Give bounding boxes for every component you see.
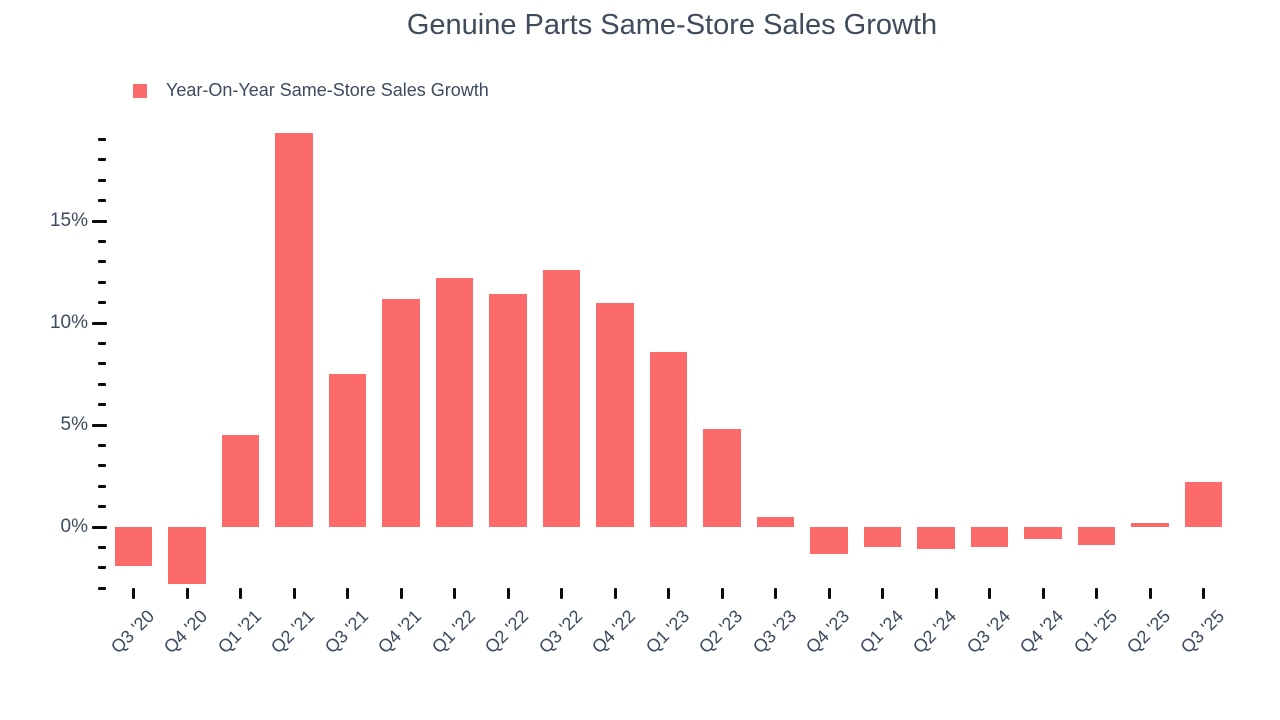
- x-axis-tick: [346, 588, 349, 599]
- y-axis-tick-label: 0%: [60, 516, 88, 537]
- bar[interactable]: [221, 435, 260, 527]
- y-axis-tick: [98, 382, 106, 386]
- y-axis-tick: [98, 505, 106, 509]
- y-axis-tick-label: 5%: [60, 414, 88, 435]
- legend-swatch-icon: [133, 83, 147, 98]
- x-axis-tick: [613, 588, 617, 599]
- y-axis-tick: [98, 586, 106, 590]
- y-axis-tick: [98, 362, 106, 366]
- x-axis-tick: [827, 588, 831, 599]
- y-axis-tick: [98, 280, 106, 284]
- x-axis-tick: [239, 588, 242, 599]
- bar[interactable]: [168, 527, 206, 585]
- x-axis-tick: [934, 588, 938, 599]
- y-axis-tick: [98, 137, 106, 141]
- x-axis-tick: [720, 588, 724, 599]
- x-axis-tick: [1095, 588, 1098, 599]
- y-axis-tick: [98, 566, 106, 570]
- x-axis-tick: [453, 588, 456, 599]
- x-axis-tick: [988, 588, 991, 599]
- y-axis-tick: [98, 443, 106, 447]
- y-axis-tick-label: 10%: [49, 312, 88, 333]
- bar[interactable]: [542, 269, 581, 527]
- bar[interactable]: [489, 294, 527, 527]
- bar[interactable]: [382, 298, 420, 527]
- legend: Year-On-Year Same-Store Sales Growth: [133, 80, 489, 102]
- x-axis-tick: [1148, 588, 1152, 599]
- bar[interactable]: [970, 527, 1009, 548]
- y-axis-tick: [92, 525, 107, 529]
- bar[interactable]: [435, 278, 474, 527]
- bar[interactable]: [649, 351, 688, 527]
- x-axis-tick: [881, 588, 884, 599]
- legend-item[interactable]: Year-On-Year Same-Store Sales Growth: [133, 80, 489, 101]
- bar[interactable]: [1184, 482, 1223, 527]
- bar[interactable]: [328, 374, 367, 527]
- bar[interactable]: [1024, 527, 1062, 540]
- bar[interactable]: [114, 527, 153, 566]
- chart-title: Genuine Parts Same-Store Sales Growth: [406, 9, 938, 41]
- bar[interactable]: [1131, 522, 1169, 527]
- bar[interactable]: [703, 429, 741, 527]
- y-axis-tick: [98, 158, 106, 162]
- y-axis-tick: [98, 341, 106, 345]
- bar[interactable]: [917, 527, 955, 550]
- bar[interactable]: [863, 527, 902, 548]
- y-axis-tick: [92, 423, 107, 427]
- y-axis-tick: [98, 199, 106, 203]
- y-axis-tick: [98, 301, 106, 305]
- bar[interactable]: [275, 133, 313, 527]
- y-axis-tick-label: 15%: [49, 210, 88, 231]
- x-axis-tick: [1041, 588, 1045, 599]
- x-axis-tick: [1202, 588, 1205, 599]
- y-axis-tick: [92, 321, 107, 325]
- x-axis-tick: [399, 588, 403, 599]
- bar[interactable]: [1077, 527, 1116, 546]
- bar[interactable]: [810, 527, 848, 554]
- legend-label: Year-On-Year Same-Store Sales Growth: [166, 80, 489, 100]
- bar[interactable]: [756, 516, 795, 527]
- x-axis-tick: [185, 588, 189, 599]
- x-axis-tick: [132, 588, 135, 599]
- x-axis-tick: [774, 588, 777, 599]
- y-axis-tick: [98, 464, 106, 468]
- y-axis-tick: [98, 260, 106, 264]
- y-axis-tick: [98, 239, 106, 243]
- x-axis-tick: [667, 588, 670, 599]
- bar[interactable]: [596, 302, 634, 527]
- x-axis-tick: [292, 588, 296, 599]
- y-axis-tick: [98, 403, 106, 407]
- y-axis-tick: [92, 219, 107, 223]
- y-axis-tick: [98, 484, 106, 488]
- x-axis-tick: [560, 588, 563, 599]
- x-axis-tick: [506, 588, 510, 599]
- y-axis-tick: [98, 545, 106, 549]
- y-axis-tick: [98, 178, 106, 182]
